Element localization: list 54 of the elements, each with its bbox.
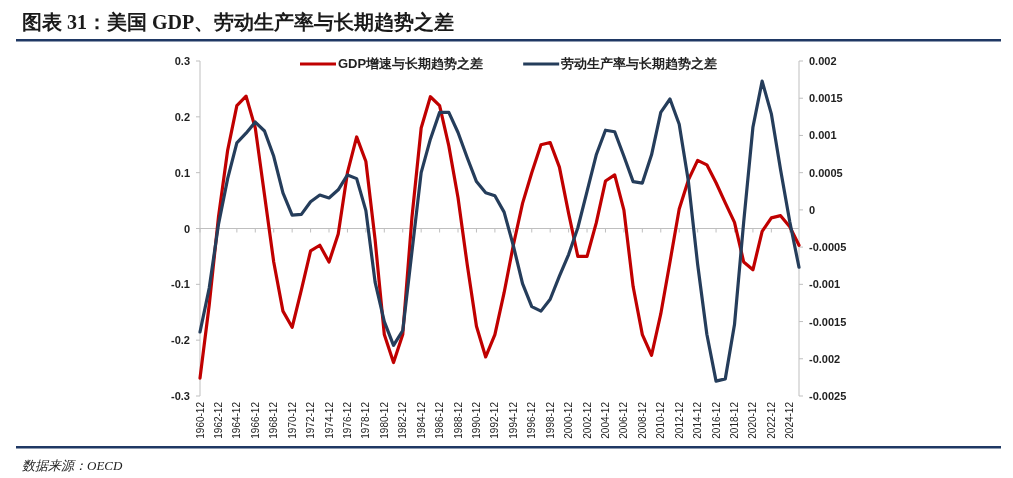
x-tick-label: 1976-12: [341, 401, 353, 439]
source-note: 数据来源：OECD: [22, 458, 123, 473]
x-tick-label: 2020-12: [747, 401, 759, 439]
y-tick-label: -0.1: [171, 278, 190, 291]
x-tick-label: 2022-12: [765, 401, 777, 439]
x-tick-label: 1982-12: [397, 401, 409, 439]
x-tick-label: 1984-12: [415, 401, 427, 439]
x-tick-label: 2012-12: [673, 401, 685, 439]
x-tick-label: 1968-12: [268, 401, 280, 439]
y-tick-label: -0.3: [171, 390, 190, 402]
y2-tick-label: -0.001: [809, 278, 841, 291]
y2-tick-label: 0.0015: [809, 92, 843, 105]
x-tick-label: 2014-12: [692, 401, 704, 439]
x-tick-label: 1960-12: [194, 401, 206, 439]
y-tick-label: 0: [183, 222, 190, 235]
x-tick-label: 1986-12: [434, 401, 446, 439]
x-tick-label: 1990-12: [470, 401, 482, 439]
x-tick-label: 2006-12: [618, 401, 630, 439]
x-tick-label: 1998-12: [544, 401, 556, 439]
y2-tick-label: 0.002: [809, 55, 837, 67]
y2-tick-label: -0.002: [809, 352, 841, 365]
x-tick-label: 1962-12: [212, 401, 224, 439]
x-tick-label: 2008-12: [636, 401, 648, 439]
y2-tick-label: 0: [809, 203, 816, 216]
y-tick-label: -0.2: [171, 334, 190, 347]
y2-tick-label: -0.0025: [809, 390, 847, 402]
x-tick-label: 2002-12: [581, 401, 593, 439]
x-tick-label: 1964-12: [231, 401, 243, 439]
x-tick-label: 1974-12: [323, 401, 335, 439]
x-tick-label: 1966-12: [249, 401, 261, 439]
chart-title: 图表 31：美国 GDP、劳动生产率与长期趋势之差: [22, 11, 455, 33]
x-tick-label: 1994-12: [507, 401, 519, 439]
y-tick-label: 0.1: [174, 166, 190, 179]
x-tick-label: 1972-12: [305, 401, 317, 439]
x-tick-label: 2018-12: [728, 401, 740, 439]
x-tick-label: 2000-12: [563, 401, 575, 439]
y2-tick-label: 0.0005: [809, 166, 843, 179]
x-tick-label: 1970-12: [286, 401, 298, 439]
x-tick-label: 2004-12: [599, 401, 611, 439]
y2-tick-label: 0.001: [809, 129, 837, 142]
x-tick-label: 1980-12: [378, 401, 390, 439]
y-tick-label: 0.3: [174, 55, 190, 67]
x-tick-label: 2024-12: [784, 401, 796, 439]
y-tick-label: 0.2: [174, 110, 190, 123]
y2-tick-label: -0.0005: [809, 241, 847, 254]
legend-label: GDP增速与长期趋势之差: [338, 56, 484, 71]
y2-tick-label: -0.0015: [809, 315, 847, 328]
x-tick-label: 1992-12: [489, 401, 501, 439]
legend-label: 劳动生产率与长期趋势之差: [561, 56, 718, 71]
x-tick-label: 2010-12: [655, 401, 667, 439]
x-tick-label: 2016-12: [710, 401, 722, 439]
x-tick-label: 1978-12: [360, 401, 372, 439]
x-tick-label: 1988-12: [452, 401, 464, 439]
x-tick-label: 1996-12: [526, 401, 538, 439]
